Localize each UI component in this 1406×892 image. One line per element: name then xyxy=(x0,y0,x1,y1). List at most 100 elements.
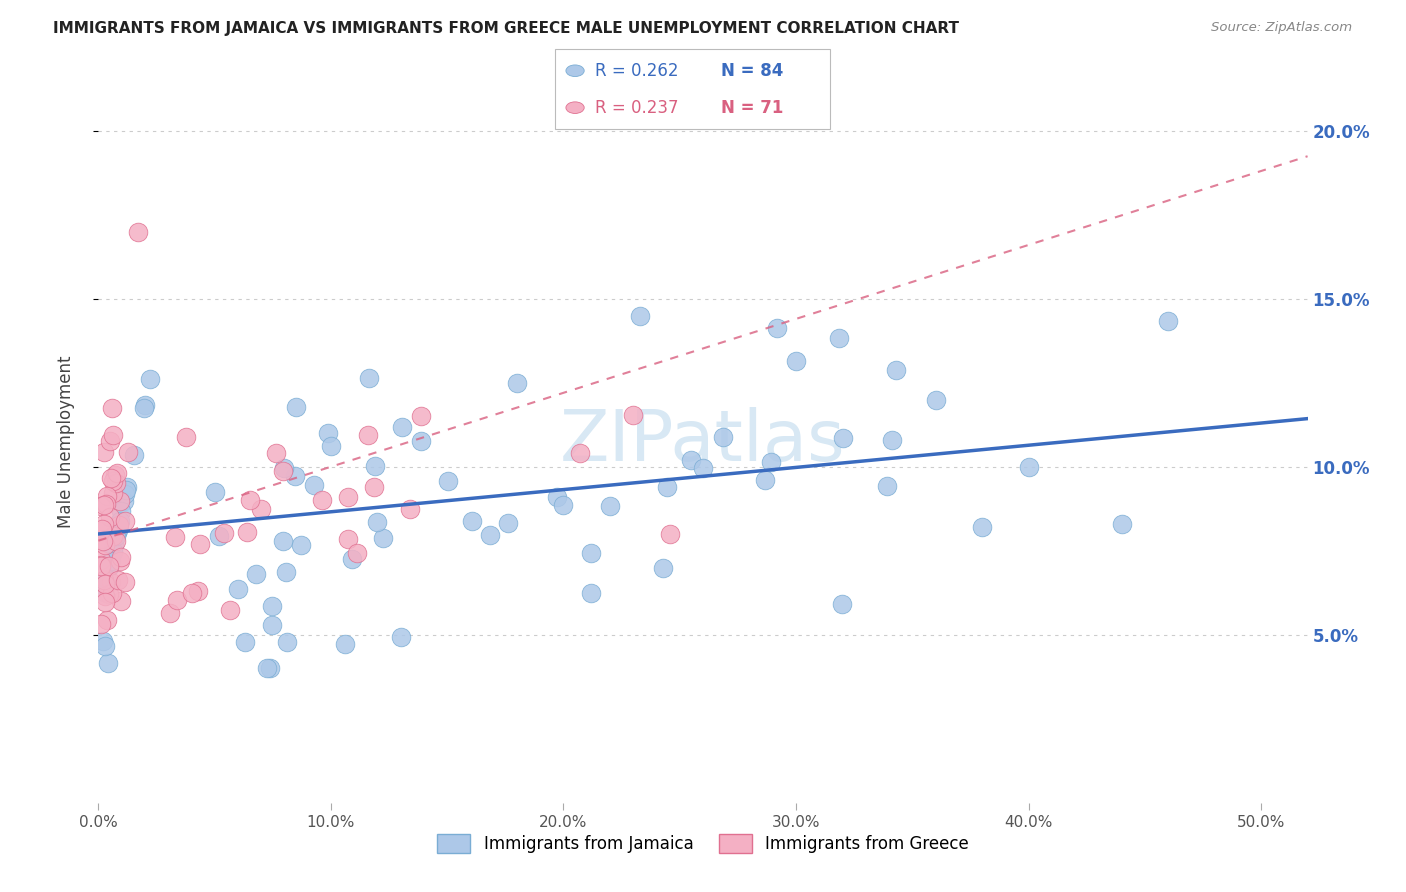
Point xyxy=(235,525,257,540)
Point xyxy=(132,401,155,415)
Point xyxy=(110,554,132,568)
Point xyxy=(188,537,211,551)
Point xyxy=(112,494,135,508)
Point xyxy=(876,479,898,493)
Point xyxy=(628,309,651,323)
Point xyxy=(114,487,136,501)
Point xyxy=(212,526,235,541)
Point xyxy=(437,474,460,488)
Point xyxy=(1157,314,1180,328)
Point xyxy=(924,392,946,407)
Point xyxy=(122,448,145,462)
Point xyxy=(127,225,149,239)
Point xyxy=(134,398,156,412)
Point xyxy=(187,583,209,598)
Point xyxy=(93,595,115,609)
Point xyxy=(226,582,249,596)
Text: N = 84: N = 84 xyxy=(721,62,783,79)
Point xyxy=(259,661,281,675)
Point xyxy=(97,656,120,670)
Point xyxy=(204,485,226,500)
Point xyxy=(105,528,128,542)
Point xyxy=(831,432,853,446)
Point xyxy=(93,516,115,531)
Point xyxy=(239,493,262,508)
Point xyxy=(101,401,124,415)
Point xyxy=(107,574,129,588)
Point xyxy=(283,468,305,483)
Point xyxy=(1111,516,1133,531)
Point xyxy=(218,603,240,617)
Point xyxy=(264,446,287,460)
Point xyxy=(599,499,621,513)
Point xyxy=(285,400,308,414)
Point xyxy=(105,525,128,540)
Point xyxy=(316,425,339,440)
Point xyxy=(340,551,363,566)
Point xyxy=(311,492,333,507)
Point xyxy=(90,532,112,546)
Point xyxy=(399,501,422,516)
Point xyxy=(101,545,124,559)
Point xyxy=(335,637,357,651)
Point xyxy=(579,586,602,600)
Point xyxy=(90,499,112,513)
Point xyxy=(90,559,112,574)
Point xyxy=(100,554,122,568)
Point xyxy=(831,597,853,611)
Point xyxy=(363,480,385,494)
Point xyxy=(207,529,229,543)
Point xyxy=(357,428,380,442)
Point xyxy=(93,498,115,512)
Point xyxy=(107,523,129,537)
Point xyxy=(100,471,122,485)
Point xyxy=(506,376,529,390)
Point xyxy=(346,546,368,560)
Point xyxy=(159,607,181,621)
Point xyxy=(621,408,644,422)
Point xyxy=(260,599,283,614)
Point xyxy=(93,445,115,459)
Point xyxy=(336,490,359,504)
Point xyxy=(97,559,120,574)
Point xyxy=(250,501,273,516)
Point xyxy=(96,497,118,511)
Text: ZIPatlas: ZIPatlas xyxy=(560,407,846,476)
Point xyxy=(711,430,734,444)
Point xyxy=(357,370,380,384)
Point xyxy=(827,331,849,345)
Point xyxy=(105,467,128,481)
Point xyxy=(364,458,387,473)
Point xyxy=(96,489,118,503)
Point xyxy=(391,420,413,434)
Point xyxy=(107,518,129,533)
Point xyxy=(114,575,136,590)
Point xyxy=(273,464,295,478)
Y-axis label: Male Unemployment: Male Unemployment xyxy=(56,355,75,528)
Point xyxy=(1018,460,1040,475)
Point xyxy=(94,577,117,591)
Point xyxy=(245,566,267,581)
Point xyxy=(93,634,115,648)
Point xyxy=(96,573,118,587)
Point xyxy=(579,546,602,560)
Point xyxy=(233,635,256,649)
Point xyxy=(98,434,121,448)
Point xyxy=(759,455,782,469)
Point xyxy=(101,529,124,543)
Point xyxy=(658,527,681,541)
Legend: Immigrants from Jamaica, Immigrants from Greece: Immigrants from Jamaica, Immigrants from… xyxy=(430,827,976,860)
Point xyxy=(970,520,993,534)
Point xyxy=(409,409,432,424)
Point xyxy=(94,538,117,552)
Point xyxy=(411,434,433,448)
Point xyxy=(366,515,388,529)
Point xyxy=(115,483,138,498)
Point xyxy=(110,594,132,608)
Point xyxy=(110,550,132,565)
Point xyxy=(276,635,298,649)
Point xyxy=(110,494,132,508)
Point xyxy=(273,533,295,548)
Point xyxy=(103,474,125,488)
Point xyxy=(93,639,115,653)
